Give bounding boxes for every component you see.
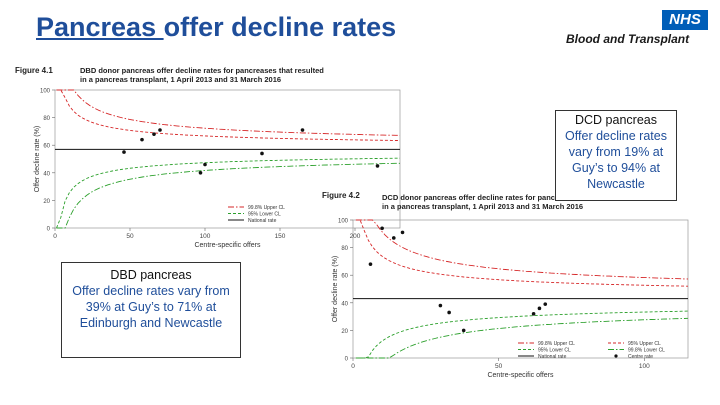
x-axis-label: Centre-specific offers xyxy=(487,372,554,379)
dcd-note-heading: DCD pancreas xyxy=(575,113,657,127)
centre-point xyxy=(537,306,542,311)
x-axis-label: Centre-specific offers xyxy=(194,242,261,249)
upper-95-cl-line xyxy=(355,219,689,287)
y-tick-label: 60 xyxy=(341,274,348,280)
upper-998-cl-line xyxy=(56,89,401,136)
upper-998-cl-line xyxy=(355,219,689,280)
y-tick-label: 0 xyxy=(345,357,349,363)
slide-title-underlined: Pancreas xyxy=(36,12,164,42)
y-axis-label: Offer decline rate (%) xyxy=(34,126,41,192)
x-tick-label: 200 xyxy=(350,233,361,240)
dbd-note: DBD pancreas Offer decline rates vary fr… xyxy=(61,262,241,358)
nhs-badge: NHS xyxy=(662,10,708,30)
legend-label: National rate xyxy=(538,354,567,360)
upper-95-cl-line xyxy=(56,89,400,141)
y-tick-label: 20 xyxy=(43,199,50,205)
legend-label: Centre rate xyxy=(628,354,653,360)
dcd-note: DCD pancreas Offer decline rates vary fr… xyxy=(555,110,677,201)
centre-point xyxy=(391,236,396,240)
centre-point xyxy=(140,137,144,142)
centre-point xyxy=(122,150,126,154)
x-tick-label: 50 xyxy=(126,233,134,240)
lower-998-cl-line xyxy=(56,162,400,229)
logo-text: Blood and Transplant xyxy=(566,32,690,46)
y-tick-label: 40 xyxy=(43,171,50,177)
centre-point xyxy=(375,164,380,168)
centre-point xyxy=(438,303,443,308)
centre-point xyxy=(198,171,203,175)
figure2-caption-line2: in a pancreas transplant, 1 April 2013 a… xyxy=(382,202,584,211)
x-tick-label: 100 xyxy=(200,233,211,240)
centre-point xyxy=(543,302,548,306)
centre-point xyxy=(531,312,536,316)
dbd-note-heading: DBD pancreas xyxy=(110,268,192,282)
y-tick-label: 40 xyxy=(341,301,348,307)
x-tick-label: 0 xyxy=(53,233,57,240)
centre-point xyxy=(380,226,384,231)
legend-label: 99.8% Upper CL xyxy=(248,205,285,211)
figure1-label: Figure 4.1 xyxy=(15,66,53,75)
legend-swatch xyxy=(614,354,618,358)
x-tick-label: 100 xyxy=(639,363,650,370)
legend-label: 95% Upper CL xyxy=(628,341,661,347)
lower-998-cl-line xyxy=(355,317,689,359)
centre-point xyxy=(447,310,451,315)
lower-95-cl-line xyxy=(355,310,689,359)
y-tick-label: 100 xyxy=(40,89,51,95)
slide-title: Pancreas offer decline rates xyxy=(36,12,396,43)
plot-frame xyxy=(352,219,689,359)
centre-point xyxy=(300,128,305,132)
y-axis-label: Offer decline rate (%) xyxy=(332,256,339,322)
dbd-note-text: Offer decline rates vary from 39% at Guy… xyxy=(72,284,230,330)
figure1-caption: DBD donor pancreas offer decline rates f… xyxy=(80,66,324,84)
y-tick-label: 60 xyxy=(43,144,50,150)
y-tick-label: 80 xyxy=(43,116,50,122)
figure2-caption-line1: DCD donor pancreas offer decline rates f… xyxy=(382,193,626,202)
figure1-caption-line1: DBD donor pancreas offer decline rates f… xyxy=(80,66,324,75)
legend-label: 99.8% Upper CL xyxy=(538,341,575,347)
legend-label: 99.8% Lower CL xyxy=(628,348,665,354)
figure2-label: Figure 4.2 xyxy=(322,191,360,200)
dcd-note-text: Offer decline rates vary from 19% at Guy… xyxy=(565,129,667,191)
x-tick-label: 50 xyxy=(495,363,503,370)
centre-point xyxy=(203,162,207,167)
centre-point xyxy=(461,328,466,333)
x-tick-label: 150 xyxy=(275,233,286,240)
centre-point xyxy=(368,262,373,266)
slide-title-rest: offer decline rates xyxy=(163,12,397,42)
y-tick-label: 100 xyxy=(338,219,349,225)
centre-point xyxy=(400,230,405,235)
figure1-caption-line2: in a pancreas transplant, 1 April 2013 a… xyxy=(80,75,282,84)
y-tick-label: 80 xyxy=(341,246,348,252)
centre-point xyxy=(158,128,162,132)
figure2-caption: DCD donor pancreas offer decline rates f… xyxy=(382,193,626,211)
legend-label: 95% Lower CL xyxy=(248,212,281,218)
x-tick-label: 0 xyxy=(351,363,355,370)
centre-point xyxy=(152,132,156,136)
y-tick-label: 0 xyxy=(47,227,51,233)
legend-label: National rate xyxy=(248,218,277,224)
centre-point xyxy=(260,151,264,156)
plot-frame xyxy=(54,89,401,229)
legend-label: 95% Lower CL xyxy=(538,348,571,354)
nhs-logo: NHS Blood and Transplant xyxy=(566,10,708,50)
y-tick-label: 20 xyxy=(341,329,348,335)
